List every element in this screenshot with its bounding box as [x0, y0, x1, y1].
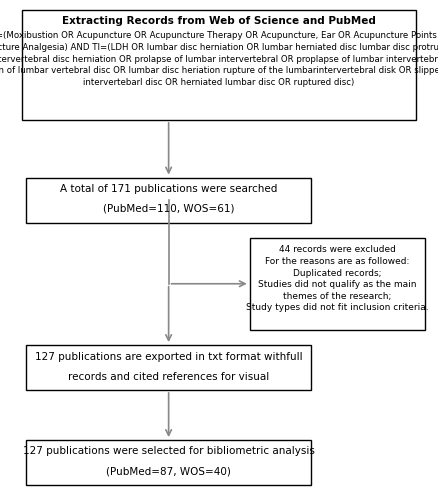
Text: For the reasons are as followed:
Duplicated records;
Studies did not qualify as : For the reasons are as followed: Duplica…	[246, 258, 428, 312]
Text: (PubMed=110, WOS=61): (PubMed=110, WOS=61)	[103, 204, 234, 214]
Text: A total of 171 publications were searched: A total of 171 publications were searche…	[60, 184, 277, 194]
Text: TS=(Moxibustion OR Acupuncture OR Acupuncture Therapy OR Acupuncture, Ear OR Acu: TS=(Moxibustion OR Acupuncture OR Acupun…	[0, 31, 438, 87]
FancyBboxPatch shape	[250, 238, 425, 330]
Text: records and cited references for visual: records and cited references for visual	[68, 372, 269, 382]
Text: 127 publications were selected for bibliometric analysis: 127 publications were selected for bibli…	[23, 446, 314, 456]
FancyBboxPatch shape	[26, 345, 311, 390]
FancyBboxPatch shape	[26, 178, 311, 222]
Text: 44 records were excluded: 44 records were excluded	[279, 245, 396, 254]
Text: 127 publications are exported in txt format withfull: 127 publications are exported in txt for…	[35, 352, 303, 362]
Text: (PubMed=87, WOS=40): (PubMed=87, WOS=40)	[106, 466, 231, 476]
FancyBboxPatch shape	[22, 10, 416, 120]
FancyBboxPatch shape	[26, 440, 311, 485]
Text: Extracting Records from Web of Science and PubMed: Extracting Records from Web of Science a…	[62, 16, 376, 26]
